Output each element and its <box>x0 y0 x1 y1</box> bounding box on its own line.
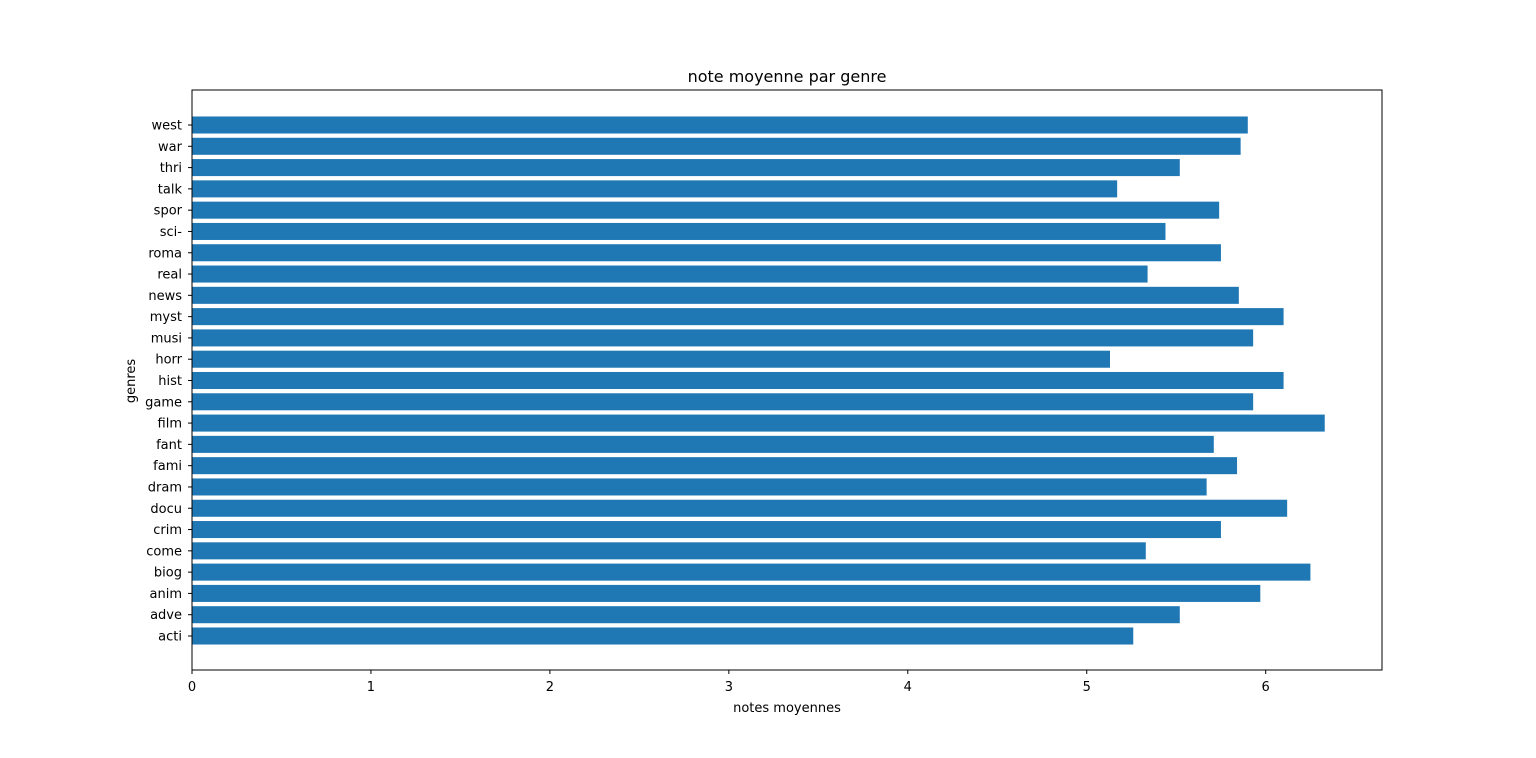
y-axis-ticks: acti adve anim biog come crim docu dram fami fant… <box>145 119 192 645</box>
y-tick-label: hist <box>158 374 182 389</box>
y-tick-label: crim <box>153 523 182 538</box>
y-tick-label: talk <box>158 182 183 197</box>
bar-adve <box>192 606 1180 624</box>
bar-fant <box>192 435 1214 453</box>
y-tick-label: news <box>148 289 182 304</box>
bar-hist <box>192 371 1284 390</box>
x-tick-label: 2 <box>546 680 554 695</box>
y-tick-label: game <box>145 395 182 410</box>
bar-fami <box>192 457 1238 475</box>
bar-crim <box>192 521 1221 539</box>
bar-spor <box>192 201 1220 219</box>
bar-myst <box>192 308 1284 326</box>
y-tick-label: anim <box>150 587 182 602</box>
bar-real <box>192 265 1148 283</box>
bar-musi <box>192 329 1254 347</box>
y-axis-label: genres <box>124 359 139 404</box>
bar-acti <box>192 627 1134 645</box>
bar-west <box>192 116 1248 134</box>
y-tick-label: come <box>146 544 182 559</box>
y-tick-label: thri <box>160 161 182 176</box>
chart-title: note moyenne par genre <box>688 67 887 86</box>
bar-docu <box>192 499 1288 517</box>
y-tick-label: myst <box>150 310 182 325</box>
y-tick-label: film <box>158 417 182 432</box>
y-tick-label: sci- <box>160 225 183 240</box>
y-tick-label: biog <box>154 566 182 581</box>
bar-dram <box>192 478 1207 496</box>
y-tick-label: real <box>157 268 182 283</box>
bar-news <box>192 286 1239 304</box>
y-tick-label: horr <box>155 353 182 368</box>
x-tick-label: 5 <box>1083 680 1091 695</box>
bar-sci- <box>192 222 1166 240</box>
y-tick-label: west <box>151 119 182 134</box>
y-tick-label: docu <box>150 502 182 517</box>
x-tick-label: 0 <box>188 680 196 695</box>
bar-roma <box>192 244 1221 262</box>
y-tick-label: acti <box>158 630 182 645</box>
y-tick-label: adve <box>150 608 182 623</box>
bar-come <box>192 542 1146 560</box>
bar-thri <box>192 159 1180 177</box>
x-tick-label: 3 <box>725 680 733 695</box>
x-tick-label: 1 <box>367 680 375 695</box>
bar-film <box>192 414 1325 432</box>
bar-war <box>192 137 1241 155</box>
x-tick-label: 6 <box>1262 680 1270 695</box>
bar-anim <box>192 584 1261 602</box>
plot-frame <box>191 89 1383 671</box>
x-tick-label: 4 <box>904 680 912 695</box>
y-tick-label: fami <box>153 459 182 474</box>
y-tick-label: fant <box>156 438 182 453</box>
x-axis-label: notes moyennes <box>733 701 841 716</box>
y-tick-label: roma <box>148 246 182 261</box>
bar-biog <box>192 563 1311 581</box>
x-axis-ticks: 0 1 2 3 4 5 6 <box>188 670 1270 695</box>
bar-horr <box>192 350 1110 368</box>
y-tick-label: dram <box>148 480 182 495</box>
bar-game <box>192 393 1254 411</box>
y-tick-label: spor <box>154 204 183 219</box>
y-tick-label: war <box>158 140 183 155</box>
y-tick-label: musi <box>151 331 182 346</box>
bar-talk <box>192 180 1118 198</box>
bars-group <box>192 116 1325 645</box>
